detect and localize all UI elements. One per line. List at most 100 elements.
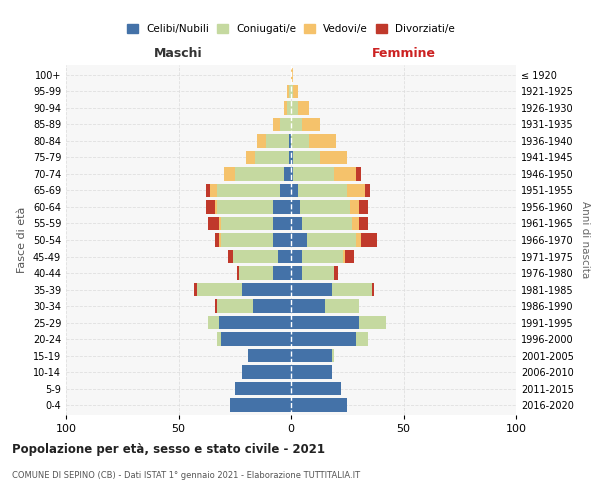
Bar [291, 134, 309, 147]
Bar [280, 118, 291, 131]
Bar [349, 200, 359, 213]
Bar [233, 250, 277, 263]
Bar [289, 85, 291, 98]
Bar [253, 300, 291, 312]
Bar [291, 68, 293, 82]
Bar [302, 266, 334, 280]
Bar [277, 250, 291, 263]
Bar [302, 217, 352, 230]
Bar [291, 118, 302, 131]
Bar [241, 283, 291, 296]
Bar [291, 349, 331, 362]
Bar [359, 316, 386, 329]
Bar [273, 118, 280, 131]
Bar [208, 217, 219, 230]
Bar [280, 184, 291, 197]
Bar [228, 250, 233, 263]
Bar [217, 200, 273, 213]
Bar [217, 300, 253, 312]
Bar [298, 184, 347, 197]
Bar [293, 168, 334, 180]
Y-axis label: Anni di nascita: Anni di nascita [580, 202, 590, 278]
Bar [246, 151, 255, 164]
Bar [237, 266, 239, 280]
Bar [343, 250, 345, 263]
Bar [291, 217, 302, 230]
Bar [287, 102, 291, 114]
Bar [334, 168, 356, 180]
Bar [372, 283, 374, 296]
Bar [365, 184, 370, 197]
Bar [291, 168, 293, 180]
Text: COMUNE DI SEPINO (CB) - Dati ISTAT 1° gennaio 2021 - Elaborazione TUTTITALIA.IT: COMUNE DI SEPINO (CB) - Dati ISTAT 1° ge… [12, 471, 360, 480]
Bar [352, 217, 359, 230]
Bar [221, 234, 273, 246]
Bar [221, 332, 291, 345]
Bar [361, 234, 377, 246]
Y-axis label: Fasce di età: Fasce di età [17, 207, 27, 273]
Bar [300, 200, 349, 213]
Bar [215, 200, 217, 213]
Bar [356, 168, 361, 180]
Bar [248, 349, 291, 362]
Bar [291, 102, 298, 114]
Bar [298, 102, 309, 114]
Bar [320, 151, 347, 164]
Bar [273, 234, 291, 246]
Bar [345, 250, 354, 263]
Bar [359, 217, 367, 230]
Bar [217, 184, 280, 197]
Bar [194, 283, 197, 296]
Bar [255, 151, 289, 164]
Bar [284, 168, 291, 180]
Bar [219, 234, 221, 246]
Bar [287, 85, 289, 98]
Bar [291, 366, 331, 378]
Bar [289, 151, 291, 164]
Bar [302, 250, 343, 263]
Bar [273, 266, 291, 280]
Bar [205, 184, 210, 197]
Text: Popolazione per età, sesso e stato civile - 2021: Popolazione per età, sesso e stato civil… [12, 442, 325, 456]
Bar [347, 184, 365, 197]
Bar [356, 234, 361, 246]
Bar [291, 151, 293, 164]
Bar [208, 316, 219, 329]
Bar [291, 398, 347, 411]
Bar [235, 382, 291, 395]
Bar [291, 184, 298, 197]
Bar [331, 283, 372, 296]
Bar [291, 85, 293, 98]
Bar [221, 217, 273, 230]
Bar [219, 316, 291, 329]
Bar [291, 200, 300, 213]
Bar [197, 283, 241, 296]
Bar [284, 102, 287, 114]
Bar [291, 234, 307, 246]
Bar [217, 332, 221, 345]
Bar [230, 398, 291, 411]
Bar [291, 250, 302, 263]
Bar [205, 200, 215, 213]
Bar [273, 217, 291, 230]
Bar [291, 300, 325, 312]
Bar [223, 168, 235, 180]
Bar [291, 382, 341, 395]
Bar [289, 134, 291, 147]
Bar [356, 332, 367, 345]
Bar [331, 349, 334, 362]
Bar [215, 300, 217, 312]
Bar [307, 234, 356, 246]
Bar [359, 200, 367, 213]
Bar [291, 283, 331, 296]
Bar [273, 200, 291, 213]
Bar [291, 332, 356, 345]
Bar [291, 316, 359, 329]
Bar [235, 168, 284, 180]
Bar [241, 366, 291, 378]
Bar [325, 300, 359, 312]
Bar [293, 151, 320, 164]
Bar [293, 85, 298, 98]
Bar [239, 266, 273, 280]
Bar [257, 134, 266, 147]
